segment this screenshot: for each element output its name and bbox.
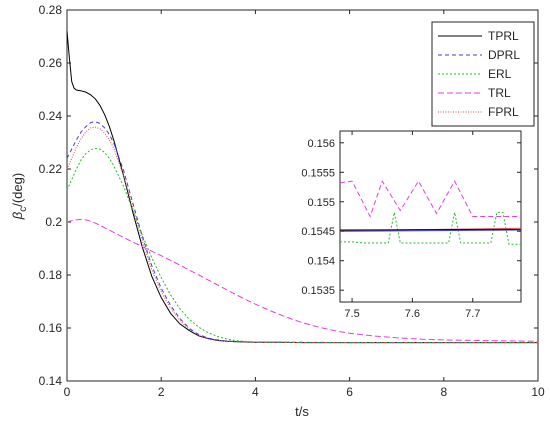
legend-label-fprl: FPRL xyxy=(488,105,519,119)
main-series-line-trl xyxy=(66,218,539,342)
main-x-tick-label: 8 xyxy=(440,385,447,399)
inset-tick-group: 7.5 7.6 7.7 0.1535 0.154 0.1545 0.155 0.1555 0.1… xyxy=(301,131,521,320)
legend-label-trl: TRL xyxy=(488,86,511,100)
inset-x-tick-label: 7.5 xyxy=(344,308,359,320)
inset-y-tick-label: 0.155 xyxy=(307,197,335,209)
inset-y-tick-label: 0.1535 xyxy=(301,285,335,297)
inset-plot-area xyxy=(339,130,522,303)
inset-x-tick-label: 7.7 xyxy=(465,308,480,320)
main-x-tick-label: 0 xyxy=(64,385,71,399)
y-axis-title: βc/(deg) xyxy=(10,173,29,220)
legend-box xyxy=(431,21,535,127)
legend-label-tprl: TPRL xyxy=(488,29,519,43)
main-y-tick-label: 0.22 xyxy=(39,162,63,176)
main-y-tick-label: 0.24 xyxy=(39,109,63,123)
legend-label-erl: ERL xyxy=(488,67,512,81)
legend: TPRL DPRL ERL TRL FPRL xyxy=(431,21,535,127)
inset-series-line-trl xyxy=(339,179,521,218)
y-axis-title-unit: /(deg) xyxy=(10,173,25,207)
inset-y-tick-label: 0.1555 xyxy=(301,167,335,179)
inset-x-tick-label: 7.6 xyxy=(405,308,420,320)
inset-series-line-erl xyxy=(340,211,521,245)
legend-label-dprl: DPRL xyxy=(488,48,520,62)
main-series-line-fprl xyxy=(66,126,538,344)
main-y-tick-label: 0.28 xyxy=(39,3,63,17)
main-y-tick-label: 0.14 xyxy=(39,374,63,388)
main-x-tick-label: 10 xyxy=(531,385,545,399)
inset-series-line-dprl xyxy=(339,229,522,232)
inset-chart: 7.5 7.6 7.7 0.1535 0.154 0.1545 0.155 0.1555 0.1… xyxy=(301,130,522,320)
main-x-tick-label: 2 xyxy=(158,385,165,399)
main-x-tick-label: 4 xyxy=(252,385,259,399)
y-axis-title-subscript: c xyxy=(18,207,29,212)
inset-series-group xyxy=(339,179,522,245)
main-y-tick-label: 0.16 xyxy=(39,321,63,335)
legend-entries: TPRL DPRL ERL TRL FPRL xyxy=(438,29,520,119)
y-axis-title-symbol: β xyxy=(10,211,25,220)
inset-y-tick-label: 0.154 xyxy=(307,256,335,268)
main-y-tick-label: 0.18 xyxy=(39,268,63,282)
main-x-tick-label: 6 xyxy=(346,385,353,399)
main-y-tick-label: 0.2 xyxy=(45,215,62,229)
inset-series-line-tprl xyxy=(339,228,522,231)
inset-y-tick-label: 0.156 xyxy=(307,138,335,150)
inset-y-tick-label: 0.1545 xyxy=(301,226,335,238)
x-axis-title: t/s xyxy=(295,404,309,419)
main-y-tick-label: 0.26 xyxy=(39,56,63,70)
main-tick-group: 0 2 4 6 8 10 0.14 0.16 0.18 0.2 0.22 0.24 0.26 0.28 xyxy=(39,3,545,399)
main-series-group xyxy=(66,31,539,344)
